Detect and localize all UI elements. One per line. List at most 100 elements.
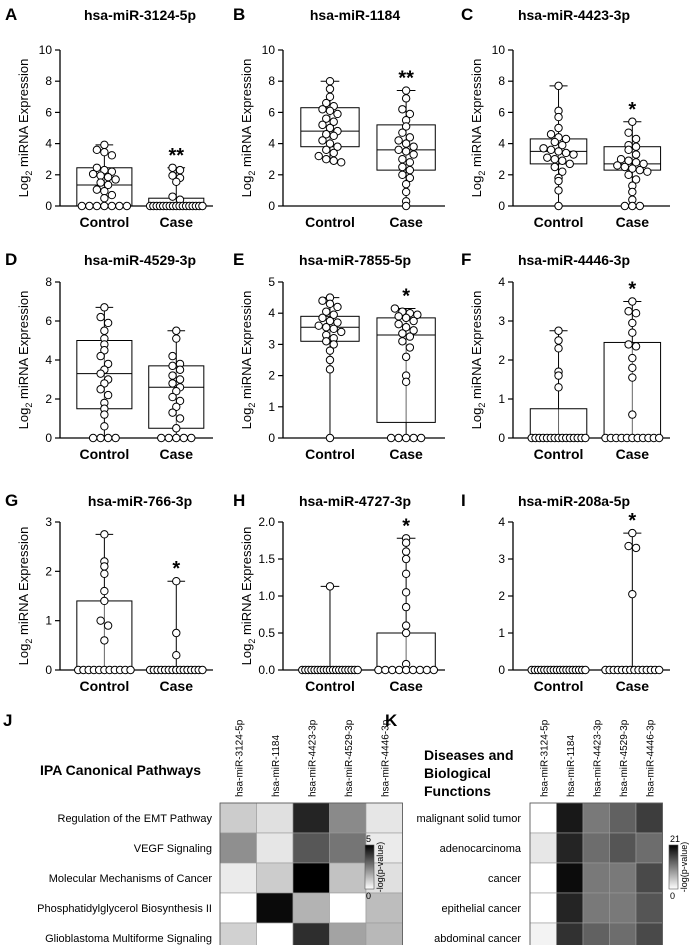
significance-marker: * bbox=[402, 286, 410, 308]
data-point bbox=[168, 192, 177, 201]
data-point bbox=[628, 528, 637, 538]
category-label: Control bbox=[79, 446, 129, 462]
y-tick-label: 6 bbox=[45, 105, 52, 119]
data-point bbox=[398, 337, 407, 346]
data-point bbox=[168, 171, 177, 180]
y-tick-label: 10 bbox=[262, 43, 276, 57]
data-point bbox=[401, 187, 411, 197]
y-tick-label: 2 bbox=[268, 168, 275, 182]
data-point bbox=[401, 139, 411, 148]
heatmap-column-label: hsa-miR-4529-3p bbox=[344, 719, 355, 797]
panel-title: hsa-miR-7855-5p bbox=[299, 252, 411, 268]
data-point bbox=[624, 128, 633, 137]
heatmap-cell bbox=[256, 832, 294, 864]
category-label: Case bbox=[389, 678, 423, 694]
y-tick-label: 5 bbox=[268, 275, 275, 289]
data-point bbox=[172, 334, 181, 343]
data-point bbox=[325, 84, 335, 94]
data-point bbox=[415, 665, 425, 675]
data-point bbox=[333, 142, 342, 151]
data-point bbox=[96, 178, 105, 187]
data-point bbox=[398, 105, 407, 114]
data-point bbox=[429, 665, 439, 675]
y-tick-label: 0 bbox=[45, 199, 52, 213]
data-point bbox=[168, 379, 177, 388]
data-point bbox=[322, 114, 331, 123]
data-point bbox=[558, 167, 567, 176]
data-point bbox=[318, 136, 327, 145]
data-point bbox=[77, 201, 87, 211]
data-point bbox=[398, 170, 407, 180]
data-point bbox=[318, 313, 327, 323]
data-point bbox=[100, 379, 109, 388]
y-axis-label: Log2 miRNA Expression bbox=[239, 527, 257, 666]
heatmap-row-label: Molecular Mechanisms of Cancer bbox=[49, 873, 213, 885]
heatmap-column-label: hsa-miR-3124-5p bbox=[234, 719, 245, 797]
heatmap-cell bbox=[556, 892, 584, 924]
heatmap-row-label: malignant solid tumor bbox=[416, 813, 521, 825]
data-point bbox=[96, 312, 105, 322]
data-point bbox=[628, 410, 637, 419]
data-point bbox=[554, 383, 563, 392]
color-scale-max: 5 bbox=[366, 834, 371, 844]
heatmap-cell bbox=[256, 922, 294, 945]
category-label: Case bbox=[160, 678, 194, 694]
data-point bbox=[329, 340, 338, 349]
data-point bbox=[103, 180, 113, 190]
data-point bbox=[643, 167, 652, 176]
data-point bbox=[100, 346, 109, 355]
y-tick-label: 4 bbox=[498, 275, 505, 289]
data-point bbox=[381, 665, 390, 675]
category-label: Case bbox=[160, 214, 194, 230]
data-point bbox=[401, 179, 411, 189]
data-point bbox=[539, 144, 548, 153]
data-point bbox=[322, 307, 331, 316]
y-tick-label: 6 bbox=[45, 314, 52, 328]
data-point bbox=[631, 309, 641, 318]
data-point bbox=[558, 156, 567, 165]
y-tick-label: 1 bbox=[498, 626, 505, 640]
data-point bbox=[100, 201, 109, 211]
data-point bbox=[100, 636, 109, 645]
data-point bbox=[409, 326, 418, 335]
data-point bbox=[401, 352, 411, 362]
data-point bbox=[405, 343, 415, 352]
data-point bbox=[92, 185, 102, 194]
heatmap-cell bbox=[219, 802, 257, 834]
y-tick-label: 4 bbox=[268, 137, 275, 151]
data-point bbox=[654, 665, 664, 675]
category-label: Control bbox=[305, 446, 355, 462]
data-point bbox=[325, 355, 335, 365]
data-point bbox=[416, 433, 426, 443]
data-point bbox=[111, 175, 120, 184]
heatmap-column-label: hsa-miR-1184 bbox=[271, 735, 282, 797]
y-tick-label: 0 bbox=[498, 663, 505, 677]
panel-label: K bbox=[385, 711, 398, 730]
data-point bbox=[554, 81, 563, 91]
panel-label: E bbox=[233, 250, 244, 269]
color-scale-min: 0 bbox=[366, 891, 371, 901]
y-tick-label: 3 bbox=[498, 552, 505, 566]
group-control: Control bbox=[300, 77, 360, 230]
data-point bbox=[318, 105, 327, 114]
panel-label: D bbox=[5, 250, 17, 269]
data-point bbox=[333, 109, 342, 119]
data-point bbox=[325, 365, 335, 374]
heatmap-cell bbox=[556, 862, 584, 894]
data-point bbox=[654, 433, 664, 443]
data-point bbox=[635, 201, 645, 211]
heatmap-cell bbox=[582, 922, 610, 945]
data-point bbox=[168, 408, 177, 417]
data-point bbox=[318, 120, 327, 130]
y-tick-label: 0.0 bbox=[258, 663, 275, 677]
data-point bbox=[631, 543, 641, 553]
data-point bbox=[409, 142, 418, 151]
panel-label: H bbox=[233, 491, 245, 510]
heatmap-cell bbox=[529, 832, 557, 864]
heatmap-cell bbox=[556, 922, 584, 945]
data-point bbox=[422, 665, 432, 675]
heatmap-cell bbox=[529, 862, 557, 894]
y-axis-label: Log2 miRNA Expression bbox=[16, 59, 34, 198]
data-point bbox=[561, 134, 571, 144]
